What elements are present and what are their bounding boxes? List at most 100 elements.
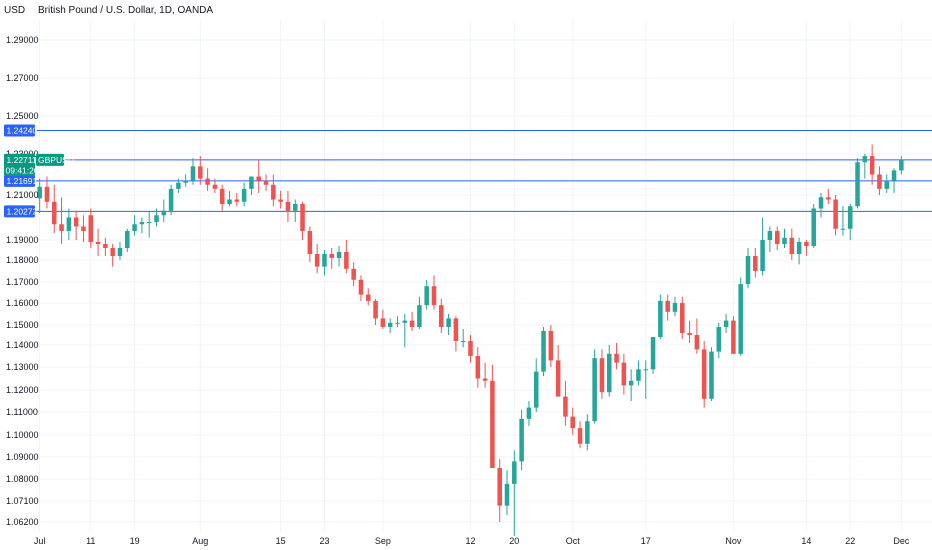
candle[interactable] [285, 190, 291, 222]
candle[interactable] [504, 470, 510, 515]
candle[interactable] [512, 450, 517, 536]
candle[interactable] [599, 349, 605, 399]
candle[interactable] [643, 360, 649, 399]
candle[interactable] [117, 242, 123, 260]
candle[interactable] [468, 335, 473, 363]
candle[interactable] [862, 154, 868, 179]
candle[interactable] [322, 250, 327, 276]
candle[interactable] [753, 248, 758, 278]
candle[interactable] [81, 215, 86, 242]
candle[interactable] [183, 174, 188, 187]
candle[interactable] [125, 228, 130, 252]
candle[interactable] [650, 337, 656, 374]
candle[interactable] [672, 296, 678, 317]
candle[interactable] [300, 201, 305, 240]
candle[interactable] [490, 364, 495, 468]
candle[interactable] [592, 349, 597, 424]
candle[interactable] [621, 353, 627, 395]
candle[interactable] [774, 226, 780, 251]
candle[interactable] [110, 244, 115, 267]
candle[interactable] [154, 208, 159, 227]
candle[interactable] [329, 248, 335, 269]
candle[interactable] [395, 316, 400, 327]
candle[interactable] [314, 244, 320, 274]
candle[interactable] [212, 178, 218, 193]
candle[interactable] [548, 325, 554, 367]
candle[interactable] [884, 174, 890, 193]
candle[interactable] [840, 206, 846, 236]
candle[interactable] [95, 228, 101, 256]
candle[interactable] [402, 314, 408, 348]
candle[interactable] [88, 208, 94, 249]
y-axis[interactable]: 1.290001.270001.250001.230001.210001.190… [6, 35, 39, 527]
candle[interactable] [541, 327, 546, 377]
candle[interactable] [66, 208, 72, 241]
candle[interactable] [680, 296, 685, 339]
candle[interactable] [453, 316, 459, 352]
candle[interactable] [37, 178, 42, 213]
candle[interactable] [380, 309, 386, 329]
candle[interactable] [665, 294, 670, 321]
candle[interactable] [51, 184, 57, 234]
candle[interactable] [563, 380, 568, 426]
candle[interactable] [570, 407, 575, 435]
candle[interactable] [731, 316, 736, 354]
level-tag[interactable]: 1.21691 [4, 174, 37, 187]
candle[interactable] [249, 176, 254, 195]
candle[interactable] [555, 345, 561, 397]
candle[interactable] [738, 277, 743, 356]
x-axis[interactable]: Jul1119Aug1523Sep1220Oct17Nov1422Dec12 [34, 536, 932, 546]
candle[interactable] [694, 318, 700, 354]
candle[interactable] [533, 358, 539, 412]
candle[interactable] [307, 226, 313, 263]
candle[interactable] [241, 182, 247, 207]
candle[interactable] [73, 210, 79, 240]
candle[interactable] [256, 160, 261, 193]
candle[interactable] [767, 226, 773, 253]
candle[interactable] [723, 314, 729, 333]
candle[interactable] [234, 192, 240, 207]
candle[interactable] [103, 237, 108, 256]
candle[interactable] [701, 341, 707, 408]
candle[interactable] [446, 314, 451, 335]
candle[interactable] [760, 217, 765, 276]
candle[interactable] [526, 401, 532, 426]
candle[interactable] [804, 240, 809, 256]
candle[interactable] [519, 409, 524, 471]
candle[interactable] [826, 188, 831, 204]
candle[interactable] [278, 190, 283, 209]
candle[interactable] [585, 414, 590, 451]
candle[interactable] [460, 329, 466, 348]
candle[interactable] [709, 347, 714, 401]
candle[interactable] [614, 343, 619, 370]
candle[interactable] [431, 275, 437, 310]
candle[interactable] [811, 204, 816, 248]
candle[interactable] [373, 298, 378, 325]
candle[interactable] [789, 228, 795, 260]
candle[interactable] [366, 288, 371, 306]
level-tag[interactable]: 1.24240 [4, 124, 37, 137]
candle[interactable] [292, 199, 298, 223]
candle[interactable] [205, 168, 210, 191]
candle[interactable] [833, 195, 838, 236]
candle[interactable] [146, 210, 152, 238]
candle[interactable] [745, 248, 751, 289]
candle[interactable] [658, 294, 663, 339]
candle[interactable] [869, 144, 875, 185]
candle[interactable] [132, 215, 137, 236]
candle[interactable] [44, 176, 50, 209]
candle[interactable] [855, 158, 860, 209]
candle[interactable] [439, 298, 444, 333]
candle[interactable] [336, 246, 342, 267]
candle[interactable] [387, 318, 393, 333]
candle[interactable] [482, 362, 488, 388]
candle[interactable] [606, 345, 612, 397]
candle[interactable] [577, 421, 583, 449]
candle[interactable] [628, 369, 634, 401]
candle[interactable] [176, 178, 181, 193]
level-tag[interactable]: 1.20272 [4, 205, 37, 218]
candle[interactable] [782, 228, 787, 248]
candle[interactable] [139, 217, 145, 234]
